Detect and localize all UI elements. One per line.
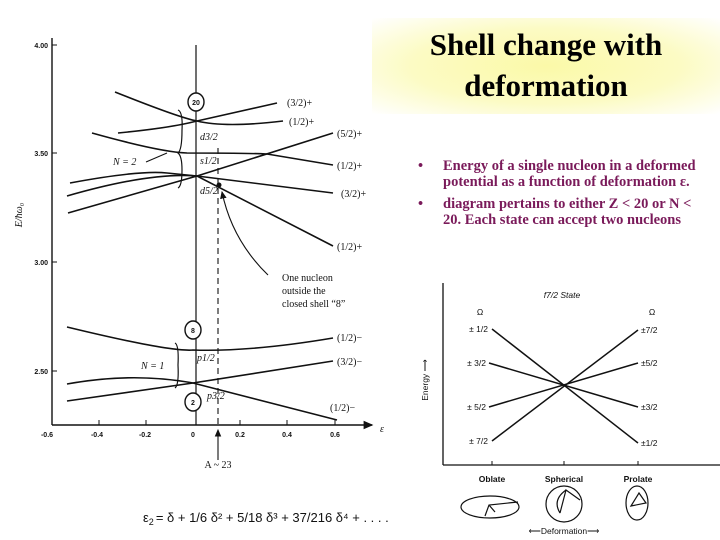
- slide-title: Shell change with deformation: [372, 24, 720, 106]
- bullet-marker: •: [418, 196, 424, 212]
- x-tick-label: 0.2: [235, 432, 245, 439]
- level-curve: [66, 326, 334, 352]
- level-labels: (3/2)+ (1/2)+ (5/2)+ (1/2)+ (3/2)+ (1/2)…: [287, 98, 366, 414]
- magic-number: 20: [192, 100, 200, 107]
- y-ticks: 4.00 3.50 3.00 2.50: [34, 43, 57, 376]
- x-ticks: -0.6 -0.4 -0.2 0 0.2 0.4 0.6: [41, 420, 340, 439]
- orbital-label: d3/2: [200, 132, 218, 143]
- f72-splitting-diagram: f7/2 State Energy ⟶ Ω Ω ± 1/2 ± 3/2 ± 5/…: [420, 283, 720, 536]
- omega-value: ± 1/2: [469, 324, 488, 334]
- annotation-text: outside the: [282, 286, 326, 297]
- level-label: (1/2)+: [337, 242, 362, 253]
- level-label: (3/2)+: [341, 189, 366, 200]
- category-label: Prolate: [624, 474, 653, 484]
- level-curve: [117, 102, 278, 134]
- annotation-arrow: [220, 190, 269, 276]
- y-axis-label: E/ħω₀: [14, 202, 25, 228]
- annotation-text: closed shell “8”: [282, 299, 345, 310]
- n1-brace: [174, 342, 179, 389]
- y-tick-label: 3.00: [34, 260, 48, 267]
- bullet-list: • Energy of a single nucleon in a deforme…: [418, 158, 708, 234]
- title-line-2: deformation: [464, 68, 628, 103]
- shell-label: N = 2: [112, 157, 136, 168]
- prolate-shape-icon: [625, 485, 649, 521]
- nilsson-diagram: 4.00 3.50 3.00 2.50 -0.6 -0.4 -0.2 0 0.2…: [14, 38, 384, 471]
- title-highlight: [372, 18, 720, 114]
- omega-value: ± 7/2: [469, 436, 488, 446]
- diagram-title: f7/2 State: [544, 290, 581, 300]
- level-curve: [66, 174, 334, 247]
- x-tick-label: -0.6: [41, 432, 53, 439]
- y-tick-label: 4.00: [34, 43, 48, 50]
- x-tick-label: 0.4: [282, 432, 292, 439]
- bullet-text: diagram pertains to either Z < 20 or N <…: [443, 196, 692, 228]
- spherical-shape-icon: [545, 485, 583, 523]
- level-label: (1/2)+: [289, 117, 314, 128]
- title-line-1: Shell change with: [429, 27, 663, 62]
- level-label: (1/2)+: [337, 161, 362, 172]
- y-tick-label: 3.50: [34, 151, 48, 158]
- bullet-item: • Energy of a single nucleon in a deforme…: [418, 158, 708, 190]
- x-tick-label: -0.2: [139, 432, 151, 439]
- oblate-shape-icon: [460, 495, 520, 519]
- level-curve: [66, 376, 338, 421]
- bullet-item: • diagram pertains to either Z < 20 or N …: [418, 196, 708, 228]
- annotation-text: One nucleon: [282, 273, 333, 284]
- sublevel-lines: [488, 328, 639, 444]
- level-label: (3/2)+: [287, 98, 312, 109]
- a23-label: A ~ 23: [204, 460, 231, 471]
- omega-value: ±7/2: [641, 325, 658, 335]
- x-tick-label: 0.6: [330, 432, 340, 439]
- nucleon-dot: [216, 182, 222, 188]
- omega-label: Ω: [649, 307, 655, 317]
- omega-value: ±3/2: [641, 402, 658, 412]
- omega-value: ± 5/2: [467, 402, 486, 412]
- omega-value: ±5/2: [641, 358, 658, 368]
- omega-value: ±1/2: [641, 438, 658, 448]
- x-axis-label: ε: [380, 424, 384, 435]
- orbital-label: p3/2: [206, 391, 225, 402]
- level-curve: [66, 360, 334, 402]
- category-label: Spherical: [545, 474, 583, 484]
- orbital-label: p1/2: [196, 353, 215, 364]
- level-label: (3/2)−: [337, 357, 362, 368]
- omega-label: Ω: [477, 307, 483, 317]
- level-curve: [91, 132, 334, 166]
- magic-number-circles: 20 8 2: [184, 92, 205, 412]
- x-tick-label: -0.4: [91, 432, 103, 439]
- bullet-text: Energy of a single nucleon in a deformed…: [443, 158, 696, 190]
- magic-number: 2: [191, 400, 195, 407]
- x-tick-label: 0: [191, 432, 195, 439]
- level-label: (5/2)+: [337, 129, 362, 140]
- omega-value: ± 3/2: [467, 358, 486, 368]
- level-curve: [67, 132, 334, 214]
- bullet-marker: •: [418, 158, 424, 174]
- level-curve: [69, 171, 334, 194]
- orbital-label: d5/2: [200, 186, 218, 197]
- orbital-label: s1/2: [200, 156, 217, 167]
- y-tick-label: 2.50: [34, 369, 48, 376]
- category-label: Oblate: [479, 474, 506, 484]
- energy-label: Energy ⟶: [420, 358, 430, 400]
- level-label: (1/2)−: [330, 403, 355, 414]
- shell-label: N = 1: [140, 361, 164, 372]
- magic-number: 8: [191, 328, 195, 335]
- n2-brace: [177, 109, 183, 189]
- deformation-label: ⟵Deformation⟶: [529, 526, 601, 536]
- deformation-formula: ε2 = δ + 1/6 δ² + 5/18 δ³ + 37/216 δ⁴ + .…: [143, 510, 389, 527]
- level-label: (1/2)−: [337, 333, 362, 344]
